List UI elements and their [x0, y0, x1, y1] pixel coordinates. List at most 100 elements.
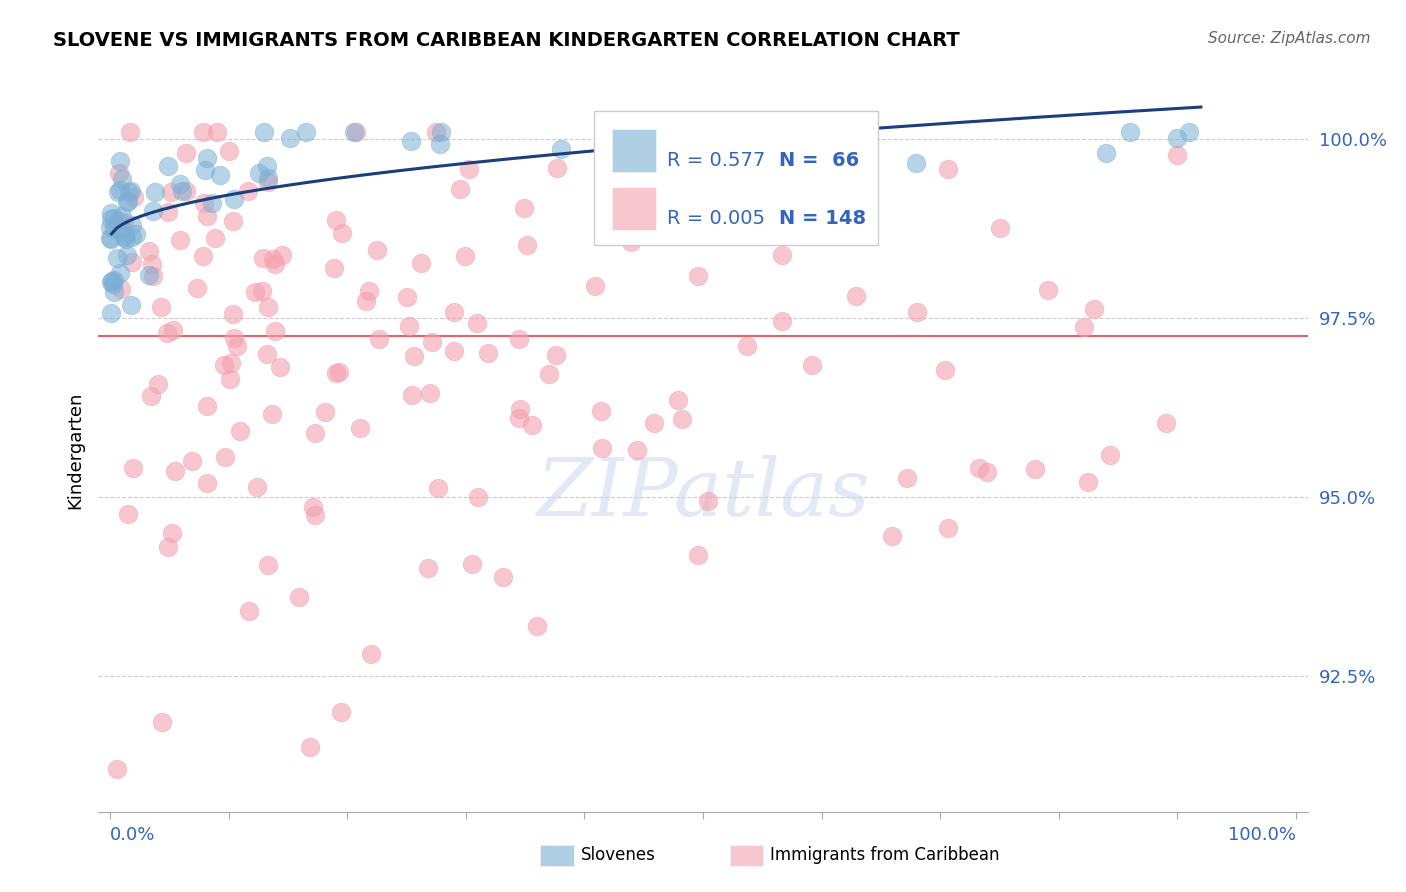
Point	[108, 166, 131, 180]
Point	[1119, 125, 1142, 139]
Point	[114, 229, 136, 244]
Point	[100, 206, 122, 220]
Point	[100, 306, 122, 320]
Point	[330, 226, 353, 240]
Point	[429, 137, 451, 152]
Point	[238, 604, 260, 618]
Point	[425, 125, 447, 139]
Point	[420, 335, 443, 350]
Point	[399, 134, 422, 148]
Point	[142, 269, 165, 284]
Point	[934, 363, 956, 377]
Point	[256, 558, 278, 573]
Point	[728, 200, 751, 214]
Point	[186, 280, 208, 294]
Point	[465, 316, 488, 330]
Point	[278, 130, 301, 145]
Point	[314, 405, 336, 419]
Point	[735, 339, 758, 353]
Point	[688, 269, 710, 284]
Point	[845, 289, 868, 303]
Point	[238, 184, 260, 198]
Point	[907, 305, 929, 319]
Point	[692, 125, 714, 139]
Point	[138, 244, 160, 259]
Point	[257, 170, 280, 185]
FancyBboxPatch shape	[613, 129, 655, 171]
Point	[170, 184, 193, 198]
Point	[243, 285, 266, 300]
Point	[430, 125, 453, 139]
FancyBboxPatch shape	[613, 187, 655, 230]
Point	[160, 185, 183, 199]
Point	[1083, 301, 1105, 316]
Point	[591, 441, 613, 455]
Point	[156, 326, 179, 340]
Point	[513, 201, 536, 215]
Point	[620, 235, 643, 250]
Point	[988, 221, 1011, 235]
Point	[111, 172, 134, 186]
Point	[112, 230, 135, 244]
Point	[197, 475, 219, 490]
Point	[686, 548, 709, 562]
Point	[260, 407, 283, 421]
Point	[225, 338, 247, 352]
Point	[583, 279, 606, 293]
Point	[112, 215, 135, 229]
Point	[343, 125, 366, 139]
Point	[458, 162, 481, 177]
Text: N = 148: N = 148	[779, 209, 866, 227]
Point	[214, 450, 236, 465]
Point	[111, 209, 134, 223]
Point	[544, 349, 567, 363]
Point	[247, 166, 270, 180]
Point	[304, 508, 326, 523]
Point	[103, 285, 125, 299]
Text: Slovenes: Slovenes	[581, 847, 655, 864]
Point	[107, 186, 129, 200]
Point	[212, 358, 235, 372]
Point	[103, 221, 125, 235]
Point	[304, 425, 326, 440]
Point	[262, 252, 284, 266]
Point	[270, 247, 292, 261]
Point	[454, 249, 477, 263]
Point	[118, 125, 141, 139]
Point	[117, 195, 139, 210]
Point	[157, 540, 180, 554]
Point	[526, 618, 548, 632]
Point	[302, 500, 325, 514]
Point	[195, 209, 218, 223]
Point	[325, 366, 347, 380]
Point	[138, 268, 160, 282]
Point	[411, 256, 433, 270]
Point	[224, 192, 246, 206]
Point	[418, 561, 440, 575]
Point	[219, 356, 242, 370]
Point	[169, 177, 191, 191]
Y-axis label: Kindergarten: Kindergarten	[66, 392, 84, 509]
Point	[120, 298, 142, 312]
Point	[427, 481, 450, 495]
Text: ZIPatlas: ZIPatlas	[536, 455, 870, 533]
Point	[589, 404, 612, 418]
Point	[1095, 145, 1118, 160]
Point	[354, 294, 377, 309]
Point	[193, 196, 215, 211]
Point	[443, 343, 465, 358]
Point	[218, 144, 240, 158]
Text: SLOVENE VS IMMIGRANTS FROM CARIBBEAN KINDERGARTEN CORRELATION CHART: SLOVENE VS IMMIGRANTS FROM CARIBBEAN KIN…	[53, 31, 960, 50]
Point	[105, 251, 128, 265]
Point	[174, 184, 197, 198]
Point	[117, 194, 139, 208]
Point	[770, 248, 793, 262]
Point	[1038, 283, 1060, 297]
Point	[402, 349, 425, 363]
Point	[1024, 462, 1046, 476]
Point	[121, 461, 143, 475]
Point	[257, 300, 280, 314]
Point	[671, 412, 693, 426]
Point	[110, 282, 132, 296]
Point	[1099, 448, 1122, 462]
